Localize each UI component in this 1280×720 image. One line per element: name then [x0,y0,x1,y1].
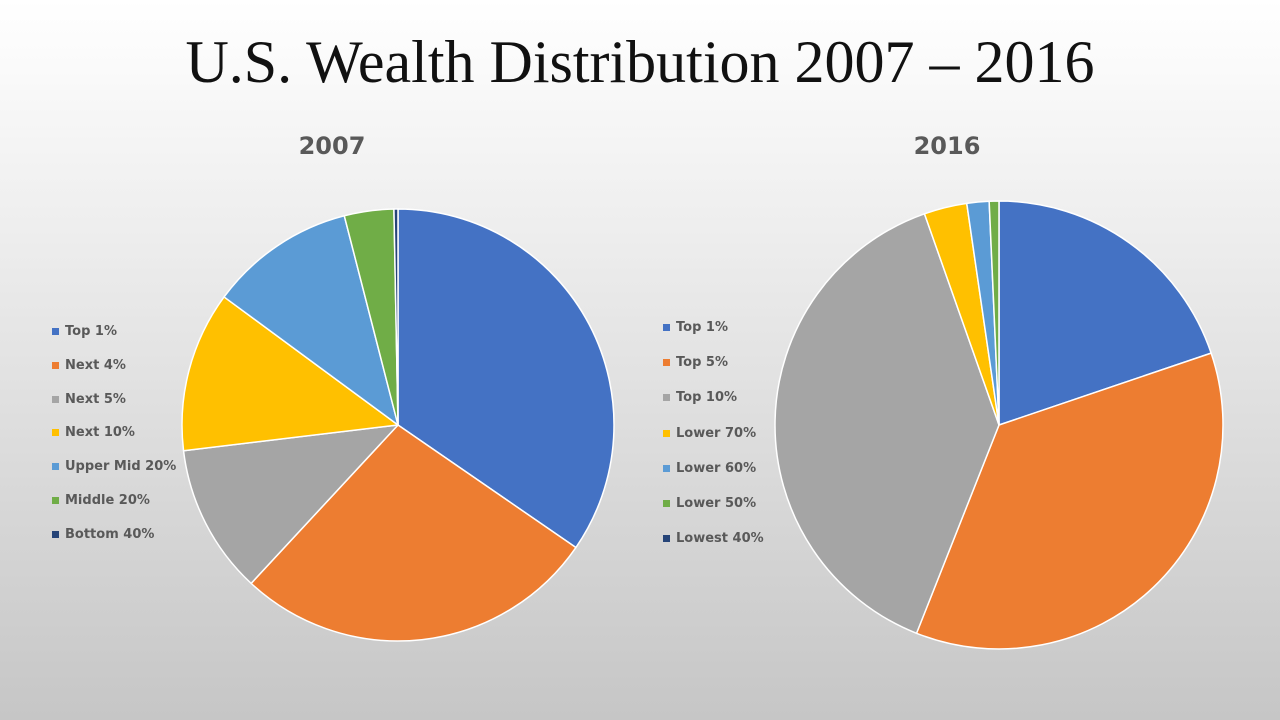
chart-title-2007: 2007 [298,132,366,160]
legend-item-2016-top-1pct: Top 1% [663,320,728,335]
legend-label: Lower 50% [676,496,757,511]
legend-label: Top 1% [65,324,117,339]
legend-item-2016-lower-50pct: Lower 50% [663,496,756,511]
legend-label: Lowest 40% [676,531,764,547]
legend-item-2016-top-10pct: Top 10% [663,390,737,405]
legend-swatch [52,361,59,369]
legend-item-2007-middle-20pct: Middle 20% [52,493,150,508]
pie-slice-2016-lower-50pct [988,200,1000,426]
legend-swatch [663,394,670,402]
legend-swatch [52,429,59,437]
pie-slice-2016-top-10pct [774,213,1000,635]
legend-swatch [52,530,59,538]
legend-label: Lower 70% [676,425,757,441]
legend-item-2007-bottom-40pct: Bottom 40% [52,527,154,542]
slide-title: U.S. Wealth Distribution 2007 – 2016 [185,29,1095,95]
pie-slice-2007-next-10pct [181,296,399,452]
legend-swatch [663,429,670,437]
legend-swatch [663,464,670,472]
legend-label: Next 10% [65,425,135,441]
legend-swatch [663,500,670,507]
legend-swatch [52,328,59,335]
legend-label: Middle 20% [65,493,150,508]
legend-label: Upper Mid 20% [65,459,177,475]
legend-swatch [663,535,670,543]
legend-item-2016-top-5pct: Top 5% [663,355,728,370]
legend-swatch [52,497,59,504]
pie-chart-2007 [181,208,615,642]
legend-label: Top 1% [676,320,728,335]
legend-label: Lower 60% [676,460,757,476]
legend-item-2007-top-1pct: Top 1% [52,324,117,339]
legend-item-2007-upper-mid-20pct: Upper Mid 20% [52,459,176,474]
pie-slice-2016-top-1pct [998,200,1212,426]
legend-item-2016-lower-70pct: Lower 70% [663,426,756,441]
legend-item-2016-lower-60pct: Lower 60% [663,461,756,476]
legend-swatch [52,463,59,471]
legend-label: Next 4% [65,357,126,373]
pie-slice-2007-upper-mid-20pct [223,215,399,426]
pie-slice-2007-next-5pct [182,424,399,585]
legend-item-2007-next-4pct: Next 4% [52,358,126,373]
pie-slice-2007-next-4pct [250,424,577,642]
legend-item-2007-next-10pct: Next 10% [52,425,135,440]
legend-item-2007-next-5pct: Next 5% [52,392,126,407]
legend-label: Next 5% [65,391,126,407]
pie-slice-2007-top-1pct [397,208,615,549]
pie-chart-2016 [774,200,1224,650]
legend-swatch [663,324,670,331]
legend-label: Top 10% [676,390,738,406]
legend-label: Bottom 40% [65,526,155,542]
chart-title-2016: 2016 [913,132,981,160]
legend-swatch [52,395,59,403]
legend-item-2016-lowest-40pct: Lowest 40% [663,531,764,546]
legend-swatch [663,359,670,367]
pie-slice-2016-top-5pct [915,352,1224,650]
pie-slice-2007-bottom-40pct [393,208,399,426]
legend-label: Top 5% [676,355,728,371]
